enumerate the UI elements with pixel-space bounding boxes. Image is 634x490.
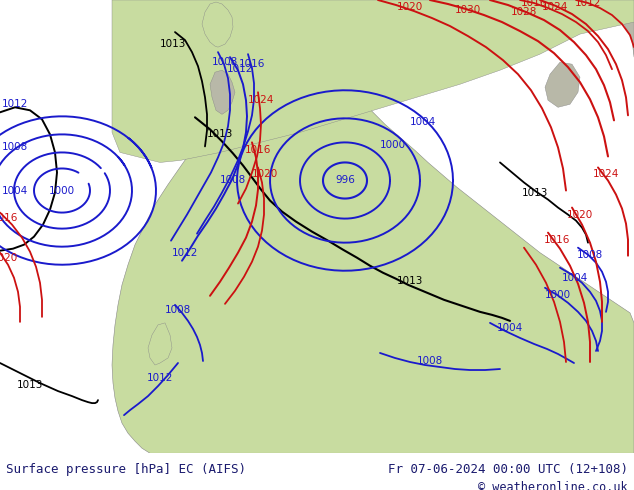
- Text: 1012: 1012: [2, 99, 28, 109]
- Polygon shape: [210, 70, 235, 114]
- Text: 1012: 1012: [172, 248, 198, 258]
- Text: 1013: 1013: [207, 129, 233, 139]
- Text: 996: 996: [335, 175, 355, 186]
- Text: 1020: 1020: [567, 210, 593, 220]
- Text: 1000: 1000: [49, 186, 75, 196]
- Text: 1016: 1016: [544, 235, 570, 245]
- Text: 1008: 1008: [165, 305, 191, 315]
- Text: 1020: 1020: [397, 2, 423, 12]
- Text: 1004: 1004: [562, 273, 588, 283]
- Polygon shape: [545, 62, 580, 107]
- Text: 1012: 1012: [147, 373, 173, 383]
- Polygon shape: [112, 0, 634, 163]
- Text: 1008: 1008: [577, 250, 603, 260]
- Text: 1020: 1020: [252, 170, 278, 179]
- Text: 1000: 1000: [380, 141, 406, 150]
- Polygon shape: [576, 0, 634, 57]
- Text: 1013: 1013: [160, 39, 186, 49]
- Text: 1004: 1004: [2, 186, 28, 196]
- Polygon shape: [202, 2, 233, 47]
- Text: Fr 07-06-2024 00:00 UTC (12+108): Fr 07-06-2024 00:00 UTC (12+108): [387, 463, 628, 476]
- Text: 1016: 1016: [521, 0, 547, 8]
- Text: 1030: 1030: [455, 5, 481, 15]
- Text: 1008: 1008: [220, 175, 246, 186]
- Polygon shape: [112, 0, 634, 453]
- Text: 1013: 1013: [397, 276, 423, 286]
- Text: 1016: 1016: [245, 146, 271, 155]
- Text: 1004: 1004: [410, 117, 436, 127]
- Text: 1028: 1028: [511, 7, 537, 17]
- Text: 1016: 1016: [239, 59, 265, 69]
- Text: 1013: 1013: [17, 380, 43, 390]
- Text: © weatheronline.co.uk: © weatheronline.co.uk: [478, 481, 628, 490]
- Text: 1000: 1000: [545, 290, 571, 300]
- Text: 1012: 1012: [227, 64, 253, 74]
- Text: 1020: 1020: [0, 253, 18, 263]
- Text: 1024: 1024: [593, 170, 619, 179]
- Text: 1024: 1024: [248, 95, 274, 105]
- Text: 1024: 1024: [542, 2, 568, 12]
- Text: 1013: 1013: [522, 188, 548, 197]
- Text: 1008: 1008: [2, 143, 28, 152]
- Text: 1016: 1016: [0, 213, 18, 222]
- Text: Surface pressure [hPa] EC (AIFS): Surface pressure [hPa] EC (AIFS): [6, 463, 247, 476]
- Text: 1008: 1008: [417, 356, 443, 366]
- Text: 1012: 1012: [575, 0, 601, 8]
- Polygon shape: [148, 323, 172, 365]
- Text: 1008: 1008: [212, 57, 238, 67]
- Text: 1004: 1004: [497, 323, 523, 333]
